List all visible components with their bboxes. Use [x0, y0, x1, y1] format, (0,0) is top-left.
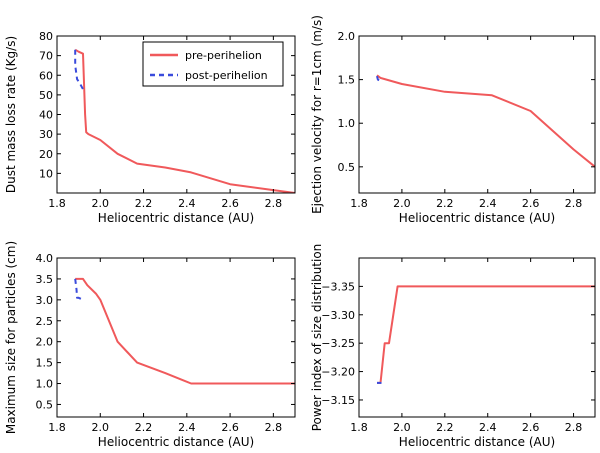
x-tick-label: 2.8: [565, 421, 583, 434]
x-tick-label: 1.8: [48, 197, 66, 210]
post-perihelion-line: [74, 49, 85, 92]
y-tick-label: 3.0: [36, 294, 54, 307]
chart-panel-1: 1.8 2.0 2.2 2.4 2.6 2.8 10 20 30 40 50 60 70 80 Helioc…: [4, 30, 296, 225]
legend-box: [142, 41, 284, 87]
x-tick-label: 2.2: [135, 421, 153, 434]
y-tick-label: 0.5: [36, 398, 54, 411]
pre-perihelion-line: [376, 74, 595, 168]
x-tick-label: 2.0: [92, 197, 110, 210]
x-tick-label: 2.8: [265, 421, 283, 434]
x-tick-label: 2.6: [522, 197, 540, 210]
chart-panel-3: 1.8 2.0 2.2 2.4 2.6 2.8 0.5 1.0 1.5 2.0 2.5 3.0 3.5 4…: [4, 241, 296, 449]
x-tick-label: 2.6: [221, 197, 239, 210]
pre-perihelion-line: [377, 285, 595, 384]
y-tick-label: 2.0: [36, 336, 54, 349]
legend-label-2: post-perihelion: [185, 69, 268, 82]
chart-panel-4: 1.8 2.0 2.2 2.4 2.6 2.8 −3.15 −3.20 −3.25 −3.30 −3…: [310, 244, 596, 449]
y-axis-label: Power index of size distribution: [310, 244, 324, 432]
y-tick-label: −3.15: [321, 394, 355, 407]
y-tick-label: 3.5: [36, 273, 54, 286]
x-tick-label: 1.8: [48, 421, 66, 434]
y-tick-label: 1.5: [338, 74, 356, 87]
y-tick-label: 2.0: [338, 30, 356, 43]
y-tick-label: 20: [39, 148, 53, 161]
axes-frame: [358, 35, 596, 194]
y-tick-label: 70: [39, 50, 53, 63]
y-axis-label: Dust mass loss rate (Kg/s): [4, 36, 18, 193]
y-tick-label: 60: [39, 69, 53, 82]
post-perihelion-line: [74, 278, 84, 301]
y-tick-label: 40: [39, 109, 53, 122]
y-tick-label: 4.0: [36, 252, 54, 265]
x-tick-label: 2.8: [565, 197, 583, 210]
pre-perihelion-line: [74, 48, 295, 193]
y-tick-label: 50: [39, 89, 53, 102]
y-tick-label: 1.0: [36, 378, 54, 391]
x-tick-label: 2.8: [265, 197, 283, 210]
x-tick-label: 2.6: [221, 421, 239, 434]
axes-frame: [56, 257, 296, 418]
x-tick-label: 1.8: [350, 421, 368, 434]
x-axis-label: Heliocentric distance (AU): [98, 435, 254, 449]
pre-perihelion-line: [75, 277, 295, 385]
x-tick-label: 2.0: [92, 421, 110, 434]
x-axis-label: Heliocentric distance (AU): [399, 211, 555, 225]
y-tick-label: −3.20: [321, 366, 355, 379]
axes-frame: [358, 257, 596, 418]
y-tick-label: −3.30: [321, 309, 355, 322]
post-perihelion-line: [376, 75, 384, 84]
legend: pre-perihelion post-perihelion: [142, 41, 284, 87]
x-axis-label: Heliocentric distance (AU): [399, 435, 555, 449]
y-tick-label: 2.5: [36, 315, 54, 328]
y-tick-label: 80: [39, 30, 53, 43]
x-tick-label: 2.4: [479, 197, 497, 210]
x-tick-label: 2.4: [479, 421, 497, 434]
y-tick-label: 30: [39, 128, 53, 141]
y-axis-label: Maximum size for particles (cm): [4, 241, 18, 434]
x-tick-label: 2.6: [522, 421, 540, 434]
y-tick-label: 1.0: [338, 117, 356, 130]
y-tick-label: 1.5: [36, 357, 54, 370]
x-tick-label: 2.4: [178, 421, 196, 434]
y-tick-label: −3.35: [321, 280, 355, 293]
y-tick-label: 10: [39, 167, 53, 180]
x-tick-label: 2.2: [135, 197, 153, 210]
y-tick-label: 0.5: [338, 161, 356, 174]
x-axis-label: Heliocentric distance (AU): [98, 211, 254, 225]
x-tick-label: 2.0: [393, 421, 411, 434]
x-tick-label: 2.2: [436, 197, 454, 210]
x-tick-label: 2.4: [178, 197, 196, 210]
x-tick-label: 2.2: [436, 421, 454, 434]
x-tick-label: 2.0: [393, 197, 411, 210]
y-axis-label: Ejection velocity for r=1cm (m/s): [310, 15, 324, 214]
y-tick-label: −3.25: [321, 337, 355, 350]
legend-label-1: pre-perihelion: [185, 49, 262, 62]
chart-panel-2: 1.8 2.0 2.2 2.4 2.6 2.80.51.01.52.0Heliocentr…: [310, 15, 596, 225]
x-tick-label: 1.8: [350, 197, 368, 210]
